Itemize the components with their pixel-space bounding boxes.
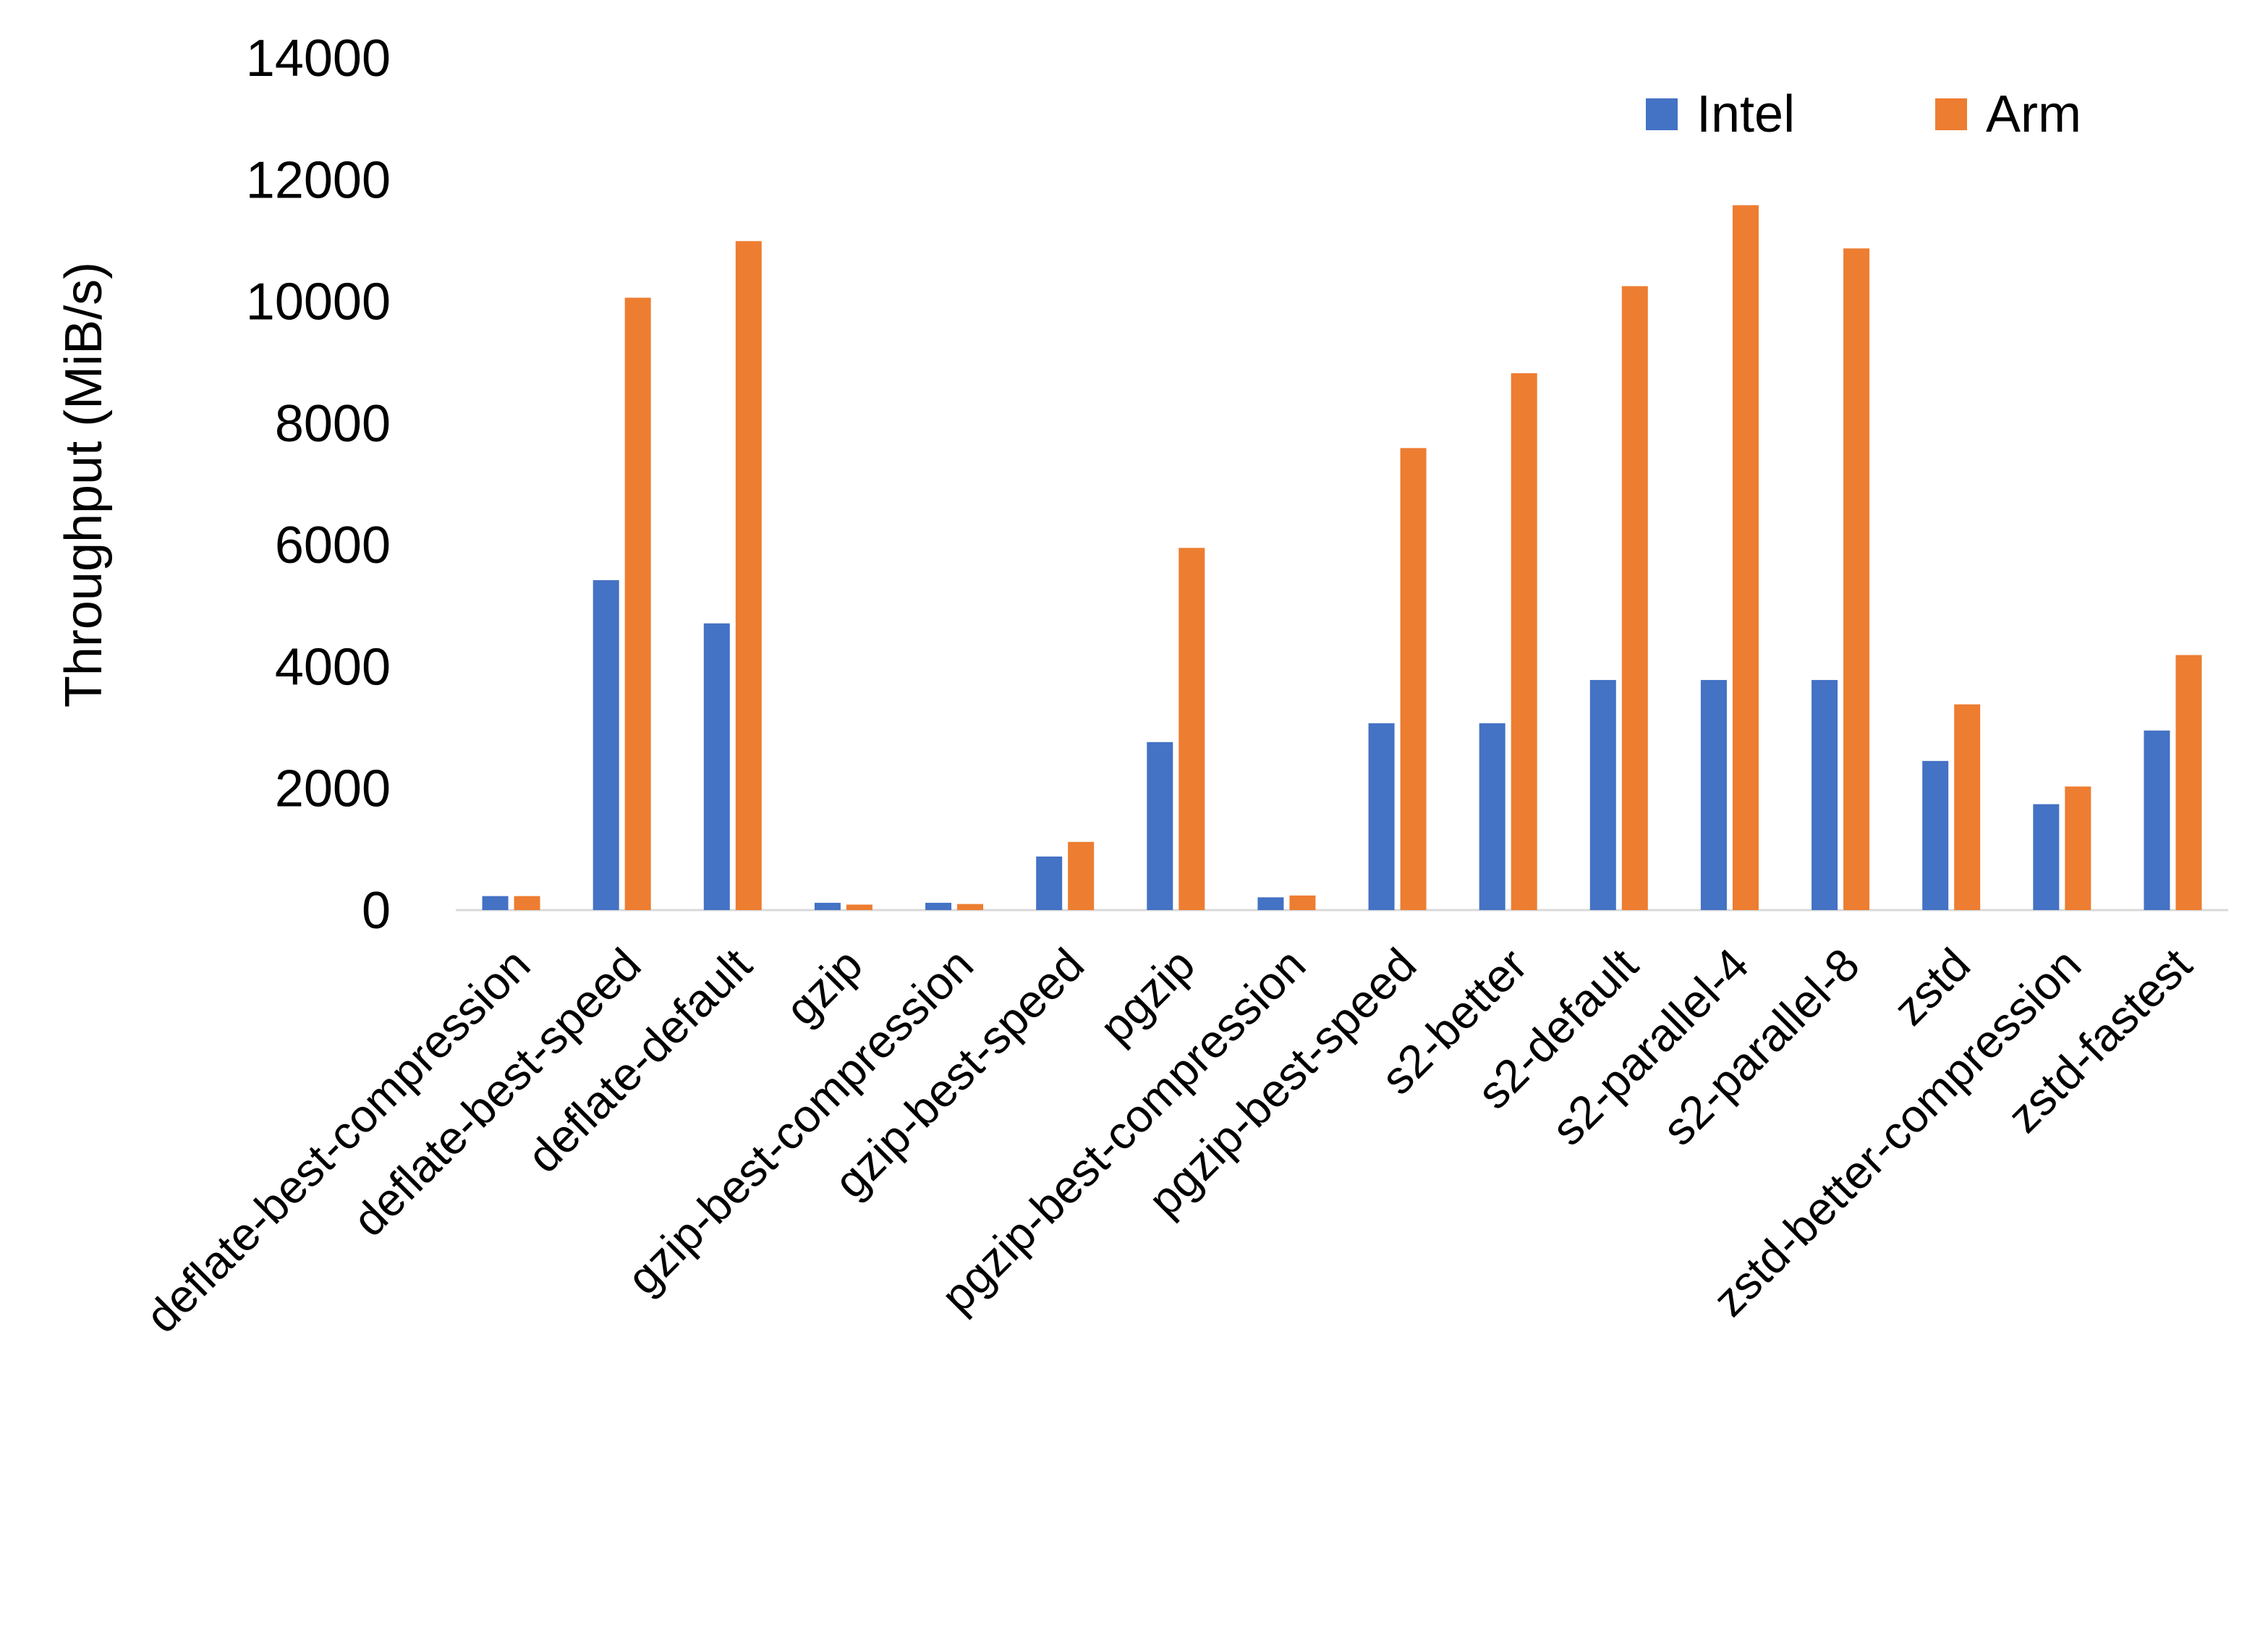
- bar-arm-s2-parallel-4: [1732, 205, 1759, 910]
- bar-arm-deflate-best-compression: [514, 896, 540, 910]
- y-tick-label: 6000: [275, 517, 391, 574]
- bar-arm-s2-default: [1621, 286, 1648, 910]
- bar-arm-pgzip: [1178, 548, 1205, 910]
- y-tick-label: 14000: [246, 30, 391, 88]
- bar-intel-zstd-better-compression: [2033, 804, 2060, 910]
- bar-arm-gzip-best-compression: [957, 904, 984, 910]
- x-tick-label: gzip: [776, 938, 872, 1035]
- legend-swatch-intel: [1646, 98, 1678, 130]
- y-tick-label: 8000: [275, 395, 391, 453]
- bar-arm-gzip: [846, 904, 872, 910]
- bar-intel-gzip: [814, 902, 841, 910]
- y-tick-label: 12000: [246, 151, 391, 209]
- bar-intel-pgzip-best-compression: [1257, 897, 1284, 910]
- bars: [482, 205, 2202, 911]
- y-axis-ticks: 0 2000 4000 6000 8000 10000 12000 14000: [246, 30, 391, 940]
- y-tick-label: 0: [362, 882, 391, 940]
- bar-arm-zstd: [1954, 704, 1981, 910]
- x-tick-label: zstd: [1883, 938, 1980, 1035]
- bar-intel-gzip-best-compression: [925, 902, 952, 910]
- bar-intel-zstd: [1922, 760, 1949, 910]
- y-axis-label: Throughput (MiB/s): [55, 262, 113, 708]
- bar-intel-pgzip-best-speed: [1368, 723, 1395, 910]
- legend: Intel Arm: [1646, 85, 2081, 143]
- bar-arm-deflate-best-speed: [624, 297, 651, 911]
- bar-intel-deflate-best-speed: [593, 579, 619, 910]
- x-axis-tick-labels: deflate-best-compressiondeflate-best-spe…: [135, 938, 2201, 1343]
- bar-arm-zstd-better-compression: [2065, 786, 2091, 910]
- bar-arm-pgzip-best-speed: [1400, 448, 1427, 910]
- bar-arm-s2-better: [1511, 373, 1537, 910]
- bar-intel-s2-parallel-8: [1812, 679, 1838, 910]
- bar-intel-deflate-default: [703, 623, 730, 910]
- bar-intel-gzip-best-speed: [1036, 856, 1063, 910]
- bar-arm-deflate-default: [735, 241, 762, 910]
- bar-intel-s2-default: [1589, 679, 1616, 910]
- bar-arm-gzip-best-speed: [1068, 841, 1095, 910]
- bar-intel-s2-parallel-4: [1700, 679, 1727, 910]
- bar-intel-s2-better: [1479, 723, 1505, 910]
- bar-arm-zstd-fastest: [2175, 655, 2202, 910]
- bar-intel-pgzip: [1147, 742, 1173, 910]
- bar-arm-pgzip-best-compression: [1289, 895, 1316, 910]
- bar-intel-zstd-fastest: [2144, 730, 2170, 910]
- y-tick-label: 2000: [275, 760, 391, 818]
- legend-label-intel: Intel: [1696, 85, 1795, 143]
- legend-label-arm: Arm: [1986, 85, 2081, 143]
- y-tick-label: 10000: [246, 273, 391, 331]
- legend-swatch-arm: [1935, 98, 1967, 130]
- bar-intel-deflate-best-compression: [482, 896, 509, 910]
- y-tick-label: 4000: [275, 638, 391, 696]
- bar-arm-s2-parallel-8: [1843, 248, 1870, 910]
